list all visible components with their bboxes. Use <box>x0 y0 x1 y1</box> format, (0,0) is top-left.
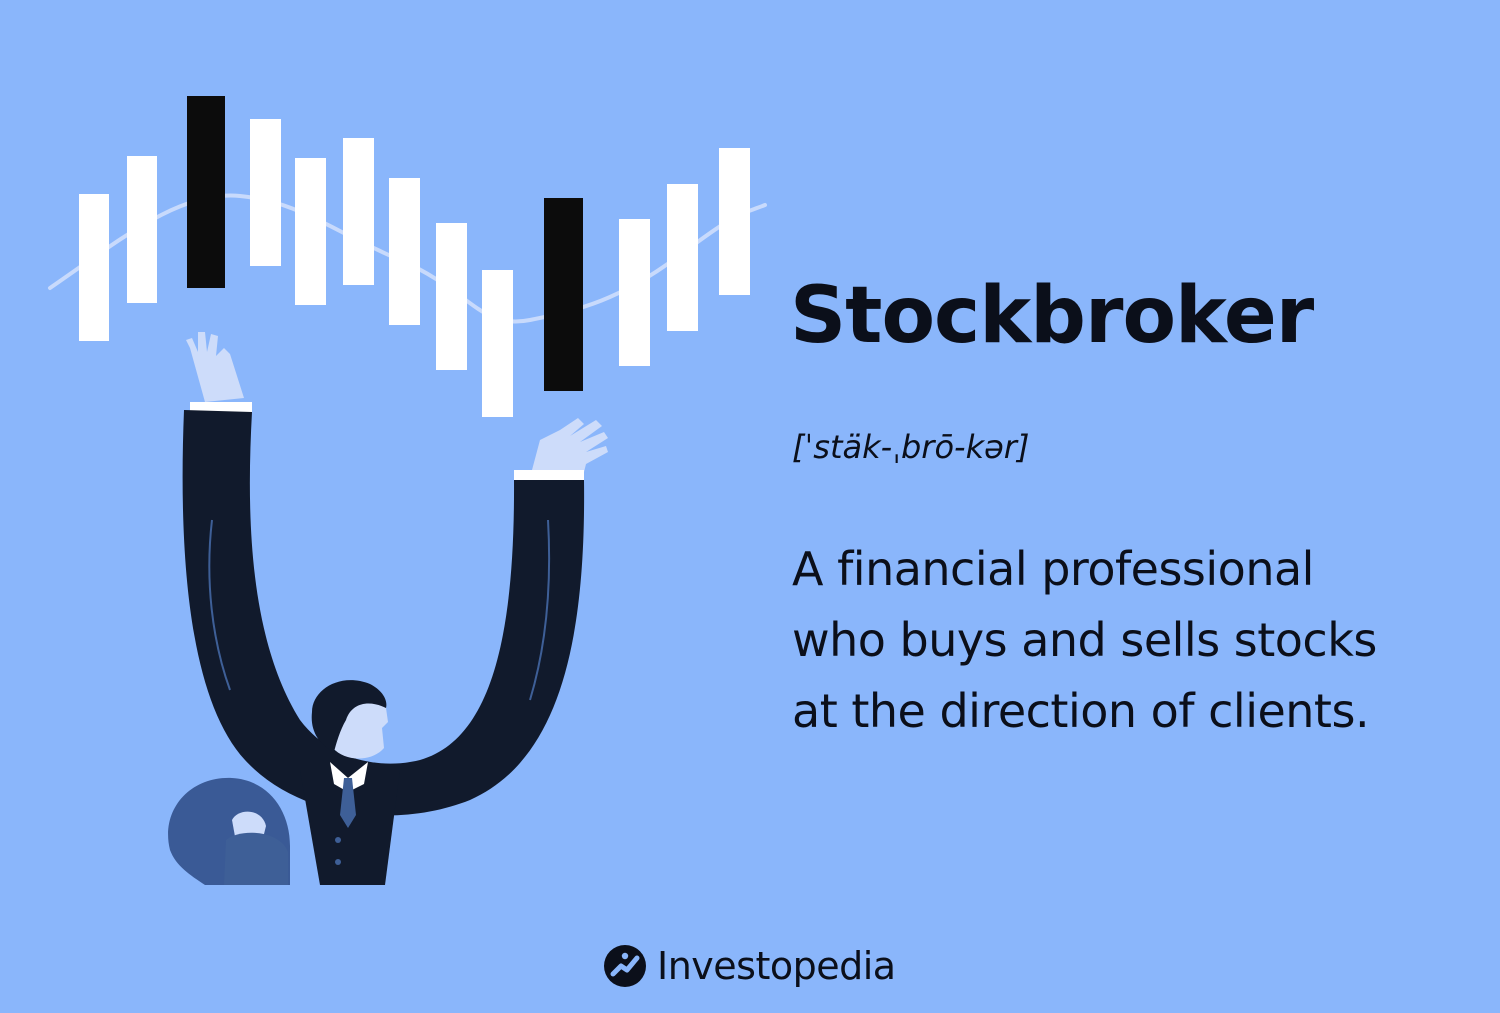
definition-line: A financial professional <box>792 542 1314 596</box>
definition-line: who buys and sells stocks <box>792 613 1377 667</box>
right-cuff <box>514 470 584 480</box>
term-title: Stockbroker <box>790 271 1314 361</box>
candle-bar <box>295 158 326 305</box>
definition-line: at the direction of clients. <box>792 684 1370 738</box>
candlestick-chart <box>79 96 750 417</box>
candle-bar <box>619 219 650 366</box>
investopedia-logo-icon <box>604 945 646 987</box>
torso <box>300 770 400 885</box>
candle-bar <box>79 194 109 341</box>
left-cuff <box>190 402 252 412</box>
candle-bar <box>127 156 157 303</box>
arm-highlight <box>208 519 231 691</box>
right-hand <box>532 418 608 472</box>
hair <box>311 680 387 752</box>
button <box>335 859 341 865</box>
candle-bar <box>187 96 225 288</box>
stockbroker-figure <box>182 332 608 885</box>
candle-bar <box>667 184 698 331</box>
necktie <box>340 778 356 828</box>
button <box>335 837 341 843</box>
shirt-collar <box>330 762 368 792</box>
candle-bar <box>482 270 513 417</box>
candle-bar <box>719 148 750 295</box>
stockbroker-illustration <box>48 96 767 885</box>
candle-bar <box>343 138 374 285</box>
brand-name: Investopedia <box>657 944 896 988</box>
candle-bar <box>436 223 467 370</box>
pronunciation: [ˈstäk-ˌbrō-kər] <box>792 428 1030 466</box>
candle-bar <box>544 198 583 391</box>
candle-bar <box>389 178 420 325</box>
client-figure <box>168 777 290 885</box>
brand-logo: Investopedia <box>603 944 896 988</box>
arm-highlight <box>529 519 551 701</box>
definition: A financial professional who buys and se… <box>792 534 1482 747</box>
client-knees <box>224 832 288 885</box>
arms <box>182 410 585 816</box>
left-hand <box>186 332 244 402</box>
candle-bar <box>250 119 281 266</box>
